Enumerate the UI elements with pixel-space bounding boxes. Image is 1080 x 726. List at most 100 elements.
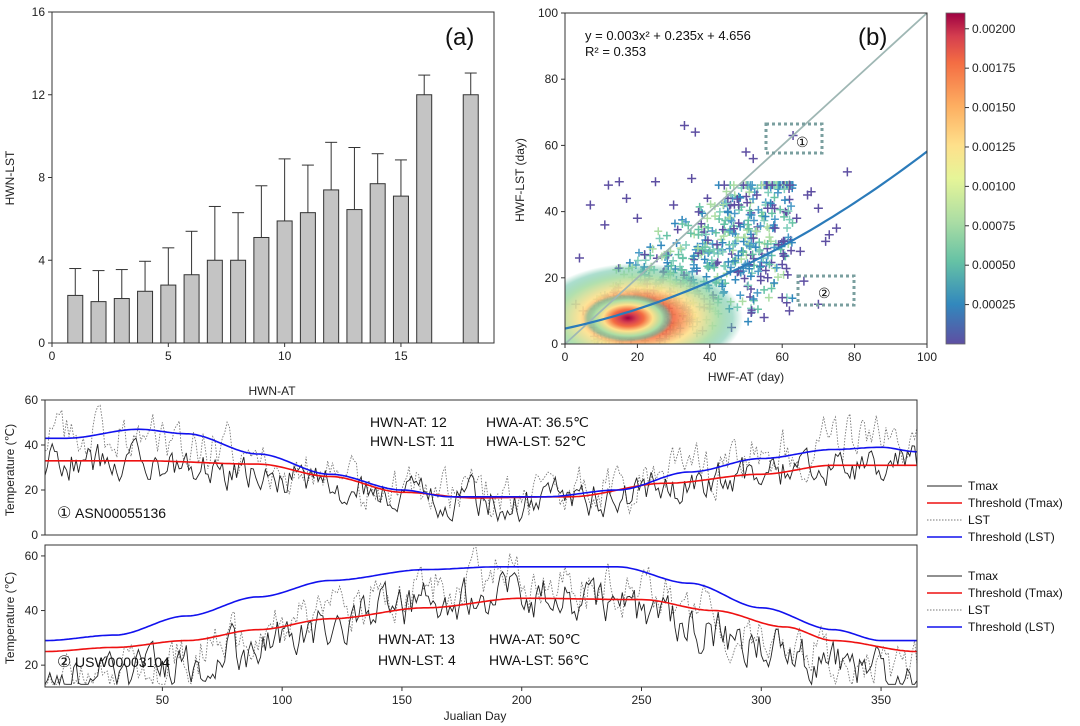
data-point (729, 181, 738, 190)
series-lines-1 (44, 404, 918, 523)
bar (206, 259, 223, 344)
data-point (695, 202, 704, 211)
data-point (784, 180, 794, 190)
data-point (686, 229, 695, 238)
data-point (676, 244, 685, 253)
bar (276, 220, 293, 344)
data-point (697, 219, 706, 228)
y-tick-label: 20 (545, 271, 559, 285)
data-point (747, 211, 756, 220)
y-tick-label: 0 (31, 528, 38, 542)
data-point (669, 256, 678, 265)
data-point (752, 190, 762, 200)
bar (392, 195, 409, 344)
series-line-lst (44, 547, 918, 686)
data-point (744, 317, 753, 326)
x-tick-label: 250 (631, 693, 651, 707)
data-point (693, 244, 702, 253)
timeseries-station-1: 0 20 40 60 HWN-AT: 12 HWA-AT: 36.5℃ HWN-LST… (3, 393, 1063, 544)
data-point (767, 209, 776, 218)
data-point (715, 214, 724, 223)
legend-label: LST (968, 603, 991, 617)
data-point (727, 249, 736, 258)
regression-equation: y = 0.003x² + 0.235x + 4.656 (585, 28, 751, 43)
data-point (679, 121, 689, 131)
colorbar-tick-label: 0.00150 (972, 101, 1016, 115)
data-point (780, 185, 789, 194)
data-point (711, 228, 720, 237)
x-tick-label: 80 (848, 350, 862, 364)
data-point (738, 297, 747, 306)
data-point (718, 247, 727, 256)
legend-label: Threshold (Tmax) (968, 496, 1063, 510)
data-point (739, 248, 748, 257)
data-point (787, 246, 796, 255)
data-point (698, 209, 707, 218)
data-point (753, 288, 762, 297)
y-tick-label: 60 (545, 138, 559, 152)
hwn-at-1: HWN-AT: 12 (370, 414, 447, 430)
hwa-lst-2: HWA-LST: 56℃ (489, 652, 589, 668)
panel-label-a: (a) (445, 24, 474, 51)
y-tick-label: 8 (38, 171, 45, 185)
colorbar (945, 12, 966, 345)
y-tick-label: 100 (538, 6, 558, 20)
data-point (760, 285, 769, 294)
data-point (756, 272, 765, 281)
data-point (703, 214, 712, 223)
data-point (719, 180, 729, 190)
data-point (761, 212, 770, 221)
data-point (708, 227, 717, 236)
x-tick-label: 100 (917, 350, 937, 364)
y-tick-label: 20 (25, 658, 39, 672)
data-point (651, 177, 660, 187)
highlight-marker-1: ① (796, 134, 809, 150)
data-point (734, 219, 743, 228)
colorbar-tick-label: 0.00025 (972, 298, 1016, 312)
data-point (655, 234, 664, 243)
data-point (757, 181, 766, 190)
data-point (784, 207, 793, 216)
bar (299, 212, 316, 344)
y-axis-label-1: Temperature (℃) (3, 424, 17, 516)
data-point (600, 220, 610, 230)
data-point (734, 251, 743, 260)
data-point (765, 233, 774, 242)
station-marker-1: ① (57, 505, 71, 522)
data-point (622, 193, 632, 203)
axes-a: 0 5 10 15 0 4 8 12 16 (32, 5, 495, 363)
data-point (723, 207, 732, 216)
bar (369, 183, 386, 344)
data-point (740, 274, 749, 283)
data-point (760, 216, 769, 225)
x-tick-label: 15 (394, 349, 408, 363)
data-point (648, 244, 657, 253)
data-point (756, 221, 765, 230)
data-point (764, 188, 773, 197)
data-point (701, 243, 710, 252)
data-point (678, 254, 687, 263)
data-point (783, 223, 792, 232)
data-point (705, 247, 714, 256)
x-tick-label: 150 (392, 693, 412, 707)
data-point (687, 174, 697, 183)
data-point (768, 181, 777, 190)
data-point (777, 293, 787, 303)
data-point (748, 250, 757, 259)
scatter-chart-b: 0 20 40 60 80 100 0 20 40 60 80 100 y = 0.003x² + 0… (513, 6, 1016, 384)
legend-label: Threshold (LST) (968, 530, 1055, 544)
data-point (741, 147, 751, 157)
series-line-tmax (44, 570, 918, 687)
data-point (772, 263, 781, 272)
data-point (634, 248, 643, 257)
data-point (754, 205, 763, 214)
bar-series (67, 72, 479, 344)
data-point (614, 177, 624, 187)
data-point (770, 215, 779, 224)
data-point (746, 272, 755, 281)
data-point (734, 200, 744, 210)
series-line-threshold-tmax- (45, 460, 917, 499)
series-line-threshold-tmax- (45, 597, 917, 653)
data-point (766, 199, 775, 208)
